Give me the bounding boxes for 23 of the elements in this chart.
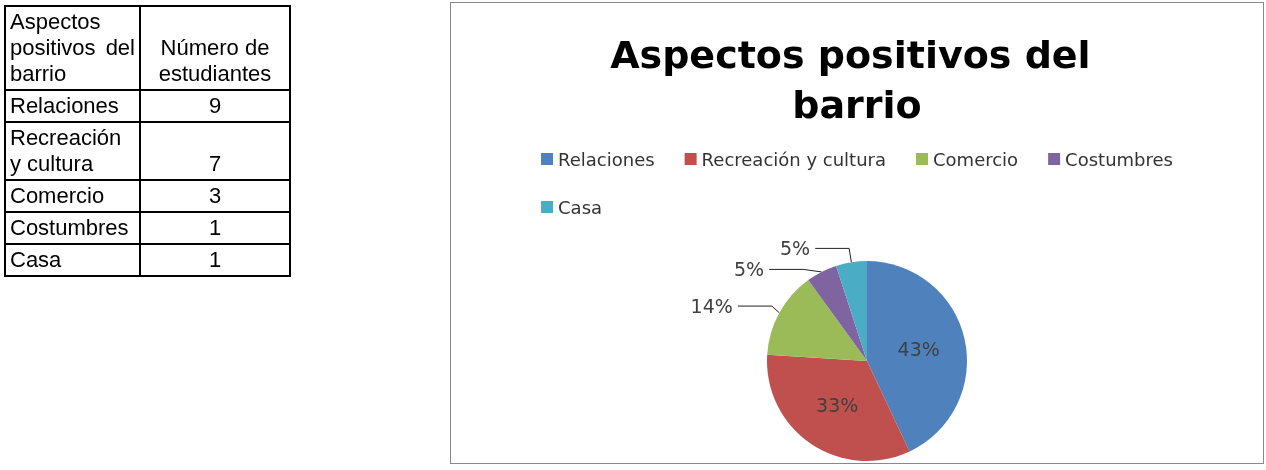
category-label: Recreación y cultura: [5, 122, 140, 180]
legend-label: Comercio: [933, 148, 1019, 170]
category-label: Comercio: [5, 180, 140, 212]
data-label: 1: [140, 212, 290, 244]
category-label: Relaciones: [5, 90, 140, 122]
data-label: 1: [140, 244, 290, 276]
data-label: 5%: [733, 258, 765, 281]
data-label: 3: [140, 180, 290, 212]
category-label: Costumbres: [5, 212, 140, 244]
chart-title: Aspectos positivos del barrio: [610, 33, 1104, 127]
data-label: 14%: [690, 295, 733, 318]
data-label: 43%: [897, 338, 940, 361]
data-label: 9: [140, 90, 290, 122]
data-label: 5%: [780, 237, 811, 260]
legend-label: Casa: [558, 196, 603, 218]
text: Aspectos positivos del barrio: [5, 6, 140, 90]
text: Número de estudiantes: [140, 6, 290, 90]
data-label: 7: [140, 122, 290, 180]
legend-label: Relaciones: [558, 148, 655, 170]
legend-label: Recreación y cultura: [701, 148, 887, 170]
category-label: Casa: [5, 244, 140, 276]
data-label: 33%: [816, 393, 859, 416]
legend-label: Costumbres: [1065, 148, 1173, 170]
